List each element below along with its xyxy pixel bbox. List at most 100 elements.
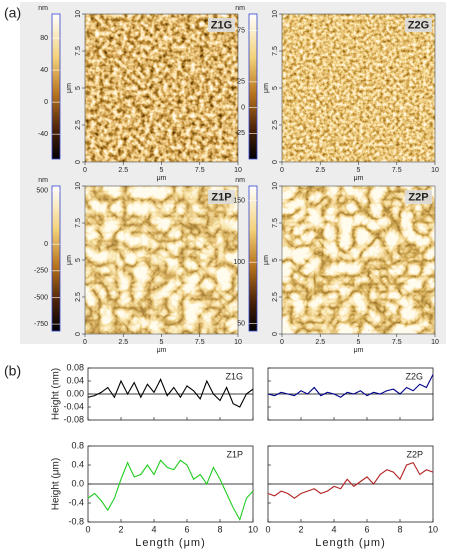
x-tick-label: 7.5 bbox=[195, 167, 205, 174]
x-tick-label: 10 bbox=[234, 167, 242, 174]
x-tick-label: 0 bbox=[280, 339, 284, 346]
afm-image bbox=[282, 14, 435, 162]
x-tick-label: 7.5 bbox=[392, 339, 402, 346]
x-axis-label: μm bbox=[157, 347, 167, 354]
y-axis-label: μm bbox=[263, 83, 270, 93]
colorbar bbox=[51, 13, 61, 160]
y-tick-label: 2.5 bbox=[272, 292, 279, 302]
y-tick-label: -0.4 bbox=[68, 497, 84, 507]
x-tick-label: 5 bbox=[357, 339, 361, 346]
colorbar-unit: nm bbox=[38, 5, 48, 12]
y-tick-label: 10 bbox=[272, 182, 279, 190]
plot-label: Z2G bbox=[405, 371, 423, 381]
x-tick-label: 10 bbox=[248, 524, 258, 534]
x-tick-label: 10 bbox=[431, 339, 439, 346]
y-axis-label: Height (μm) bbox=[51, 458, 62, 510]
colorbar-tick-label: 150 bbox=[233, 198, 245, 205]
y-tick-label: 5 bbox=[75, 86, 82, 90]
image-label: Z2G bbox=[408, 19, 429, 31]
y-axis-label: μm bbox=[66, 255, 73, 265]
afm-image bbox=[282, 186, 435, 334]
colorbar-tick-label: -750 bbox=[34, 321, 48, 328]
x-tick-label: 10 bbox=[234, 339, 242, 346]
label-box bbox=[208, 18, 235, 32]
colorbar-tick-label: -250 bbox=[34, 268, 48, 275]
profile-line bbox=[87, 459, 254, 522]
y-tick-label: 0.00 bbox=[66, 388, 84, 398]
colorbar-tick-label: 80 bbox=[40, 35, 48, 42]
x-tick-label: 10 bbox=[431, 167, 439, 174]
x-tick-label: 2 bbox=[118, 524, 123, 534]
colorbar-tick-label: 40 bbox=[40, 67, 48, 74]
colorbar bbox=[51, 185, 61, 332]
y-tick-label: 10 bbox=[272, 10, 279, 18]
colorbar-tick-label: -40 bbox=[38, 131, 48, 138]
x-axis-label: μm bbox=[354, 175, 364, 182]
x-tick-label: 8 bbox=[397, 524, 402, 534]
image-label: Z2P bbox=[408, 191, 428, 203]
y-tick-label: 7.5 bbox=[75, 46, 82, 56]
x-axis-label: Length (μm) bbox=[135, 537, 206, 549]
x-tick-label: 8 bbox=[217, 524, 222, 534]
x-axis-label: μm bbox=[157, 175, 167, 182]
x-tick-label: 2.5 bbox=[118, 167, 128, 174]
y-tick-label: 10 bbox=[75, 10, 82, 18]
y-tick-label: 2.5 bbox=[75, 120, 82, 130]
x-tick-label: 0 bbox=[85, 524, 90, 534]
y-tick-label: -0.8 bbox=[68, 516, 84, 526]
colorbar-tick-label: 25 bbox=[237, 79, 245, 86]
colorbar-tick-label: 500 bbox=[36, 188, 48, 195]
colorbar bbox=[248, 185, 258, 332]
x-tick-label: 2.5 bbox=[118, 339, 128, 346]
x-tick-label: 6 bbox=[184, 524, 189, 534]
profile-line bbox=[87, 378, 254, 408]
x-axis-label: Length (μm) bbox=[315, 537, 386, 549]
colorbar bbox=[248, 13, 258, 160]
x-axis-label: μm bbox=[354, 347, 364, 354]
label-box bbox=[405, 190, 432, 204]
y-tick-label: 5 bbox=[272, 86, 279, 90]
colorbar-tick-label: 75 bbox=[237, 27, 245, 34]
x-tick-label: 4 bbox=[331, 524, 336, 534]
x-tick-label: 2.5 bbox=[315, 339, 325, 346]
y-tick-label: 0 bbox=[75, 160, 82, 164]
label-box bbox=[208, 190, 235, 204]
y-tick-label: 0.04 bbox=[66, 375, 84, 385]
colorbar-unit: nm bbox=[235, 5, 245, 12]
colorbar-tick-label: 0 bbox=[241, 104, 245, 111]
y-tick-label: 7.5 bbox=[75, 218, 82, 228]
y-tick-label: 5 bbox=[75, 258, 82, 262]
y-tick-label: 7.5 bbox=[272, 218, 279, 228]
afm-image bbox=[85, 14, 238, 162]
x-tick-label: 5 bbox=[160, 339, 164, 346]
image-label: Z1P bbox=[211, 191, 231, 203]
plot-label: Z2P bbox=[406, 449, 423, 459]
plot-label: Z1G bbox=[225, 371, 243, 381]
colorbar-tick-label: -500 bbox=[34, 294, 48, 301]
y-tick-label: -0.04 bbox=[63, 401, 84, 411]
y-tick-label: 2.5 bbox=[272, 120, 279, 130]
x-tick-label: 0 bbox=[265, 524, 270, 534]
profile-line bbox=[267, 461, 434, 499]
y-tick-label: 0 bbox=[75, 332, 82, 336]
x-tick-label: 2.5 bbox=[315, 167, 325, 174]
y-tick-label: 0.8 bbox=[71, 440, 84, 450]
colorbar-tick-label: 50 bbox=[237, 320, 245, 327]
y-tick-label: 7.5 bbox=[272, 46, 279, 56]
colorbar-unit: nm bbox=[235, 177, 245, 184]
y-tick-label: 0 bbox=[272, 332, 279, 336]
colorbar-tick-label: -25 bbox=[235, 130, 245, 137]
y-tick-label: 0.4 bbox=[71, 459, 84, 469]
y-tick-label: 0.0 bbox=[71, 478, 84, 488]
x-tick-label: 0 bbox=[280, 167, 284, 174]
afm-image bbox=[85, 186, 238, 334]
panel-label: (a) bbox=[4, 5, 21, 21]
plot-label: Z1P bbox=[226, 449, 243, 459]
x-tick-label: 10 bbox=[428, 524, 438, 534]
y-tick-label: -0.08 bbox=[63, 414, 84, 424]
y-tick-label: 2.5 bbox=[75, 292, 82, 302]
colorbar-unit: nm bbox=[38, 177, 48, 184]
y-tick-label: 10 bbox=[75, 182, 82, 190]
x-tick-label: 0 bbox=[83, 339, 87, 346]
